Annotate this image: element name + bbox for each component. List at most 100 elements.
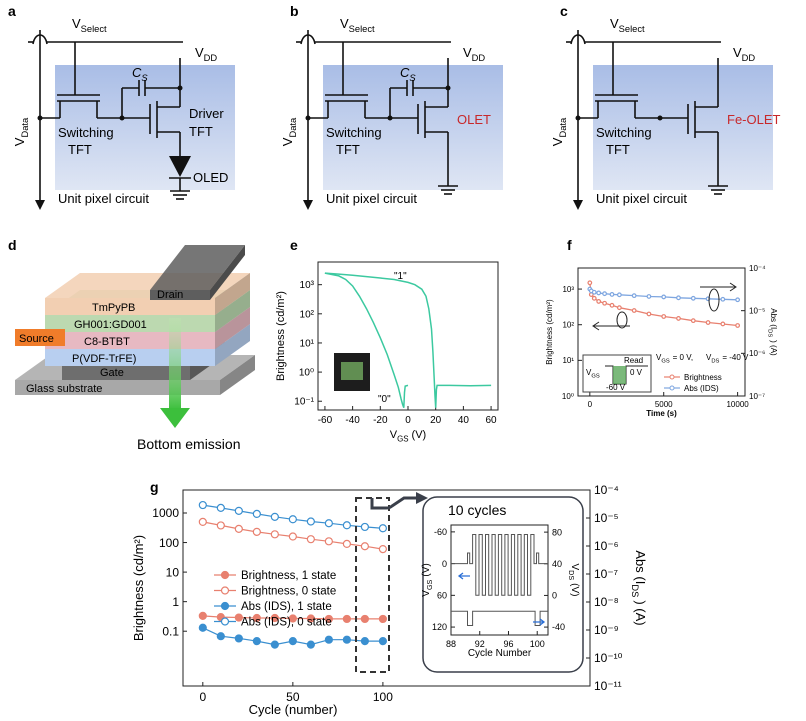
y2-axis-title-main: V bbox=[569, 563, 580, 570]
select-label: VSelect bbox=[72, 16, 107, 34]
inset-arrow bbox=[457, 572, 470, 580]
layer-label: GH001:GD001 bbox=[74, 319, 147, 331]
legend-label: Brightness, 1 state bbox=[241, 570, 336, 582]
node bbox=[575, 115, 581, 121]
layer-label: TmPyPB bbox=[92, 302, 135, 314]
data-point bbox=[676, 295, 681, 301]
data-point bbox=[342, 635, 351, 644]
x-tick-label: -20 bbox=[373, 415, 388, 426]
data-point bbox=[342, 539, 351, 549]
data-point bbox=[690, 295, 696, 301]
layer-side bbox=[215, 307, 250, 349]
data-point bbox=[378, 545, 387, 554]
arrow bbox=[35, 200, 45, 210]
panel-label: d bbox=[8, 237, 17, 253]
legend-label: Brightness, 0 state bbox=[241, 586, 336, 598]
layer-front bbox=[150, 290, 210, 300]
tft-label: TFT bbox=[68, 142, 92, 157]
y2-tick-label: 10⁻⁹ bbox=[594, 623, 619, 637]
data-point bbox=[234, 524, 243, 533]
series-line bbox=[451, 610, 548, 626]
data-point bbox=[216, 632, 225, 641]
arrow bbox=[573, 200, 583, 210]
vdd-label-main: V bbox=[195, 45, 204, 60]
data-point bbox=[198, 500, 207, 510]
series-line bbox=[324, 272, 492, 408]
select-label-sub: Select bbox=[349, 24, 375, 34]
data-label: VData bbox=[280, 117, 298, 146]
data-point bbox=[198, 623, 207, 632]
waveform-label-main: V bbox=[586, 368, 592, 377]
data-point bbox=[252, 613, 261, 623]
y2-tick-label: 10⁻⁸ bbox=[594, 595, 619, 609]
layer-front bbox=[45, 332, 215, 349]
axis-indicator bbox=[708, 288, 720, 312]
data-point bbox=[324, 519, 333, 528]
legend-marker bbox=[669, 385, 675, 391]
select-label: VSelect bbox=[340, 16, 375, 34]
data-point bbox=[342, 614, 351, 624]
layer-label: Drain bbox=[157, 289, 183, 301]
data-label: VData bbox=[550, 117, 568, 146]
data-point bbox=[360, 637, 369, 646]
crossover bbox=[570, 34, 586, 45]
zoom-arrow-head bbox=[416, 492, 428, 504]
vdd-label-main: V bbox=[733, 45, 742, 60]
y2-axis-title-rest: ) (A) bbox=[769, 340, 778, 356]
legend-label: Abs (IDS) bbox=[684, 384, 719, 393]
data-point bbox=[234, 613, 243, 622]
data-point bbox=[216, 503, 225, 512]
y-axis-title-rest: (V) bbox=[421, 563, 432, 576]
x-tick-label: 50 bbox=[286, 690, 300, 704]
legend-marker bbox=[669, 374, 675, 380]
y2-axis-title-sub: DS bbox=[630, 584, 640, 597]
tft-label: Switching bbox=[58, 125, 114, 140]
data-point bbox=[690, 318, 696, 324]
y-axis-title-main: V bbox=[421, 590, 432, 597]
x-tick-label: 60 bbox=[486, 415, 498, 426]
x-axis-title-rest: (V) bbox=[412, 429, 427, 441]
vdd-label-main: V bbox=[463, 45, 472, 60]
condition-label-sub: DS bbox=[711, 358, 719, 364]
legend-marker bbox=[220, 570, 230, 580]
device-label: OLED bbox=[193, 170, 228, 185]
data-point bbox=[342, 521, 351, 530]
data-label-sub: Data bbox=[20, 117, 30, 138]
data-point bbox=[216, 521, 225, 530]
data-point bbox=[616, 305, 622, 311]
data-point bbox=[234, 634, 243, 643]
legend-label: Brightness bbox=[684, 373, 722, 382]
waveform-label: 0 V bbox=[630, 368, 643, 377]
data-point bbox=[360, 542, 369, 551]
node bbox=[177, 85, 183, 91]
data-point bbox=[360, 522, 369, 532]
legend-marker bbox=[220, 586, 230, 595]
capacitor-label-sub: S bbox=[141, 73, 148, 83]
zoom-arrow bbox=[370, 496, 418, 510]
axis-indicator bbox=[616, 311, 628, 329]
waveform-label-sub: GS bbox=[591, 373, 599, 379]
crossover bbox=[300, 34, 316, 45]
data-label: VData bbox=[12, 117, 30, 146]
y-tick-label: 10² bbox=[562, 321, 574, 330]
axis-indicator bbox=[700, 282, 737, 292]
y2-tick-label: 0 bbox=[552, 591, 557, 601]
y-tick-label: 10² bbox=[300, 309, 315, 320]
waveform-fill bbox=[613, 366, 626, 384]
layer-label: Gate bbox=[100, 367, 124, 379]
panel-label: a bbox=[8, 3, 16, 19]
series-line bbox=[324, 272, 409, 408]
data-point bbox=[378, 637, 387, 646]
y-tick-label: 10⁻¹ bbox=[294, 397, 314, 408]
y-tick-label: 10³ bbox=[300, 280, 315, 291]
waveform-label: VGS bbox=[586, 368, 600, 379]
data-point bbox=[587, 280, 593, 286]
x-axis-title: Cycle Number bbox=[468, 648, 532, 659]
data-point bbox=[591, 289, 597, 295]
data-point bbox=[596, 299, 602, 304]
layer-label: C8-BTBT bbox=[84, 336, 130, 348]
y2-tick-label: 10⁻⁶ bbox=[749, 349, 765, 358]
node bbox=[445, 85, 451, 91]
data-label-main: V bbox=[550, 137, 565, 146]
